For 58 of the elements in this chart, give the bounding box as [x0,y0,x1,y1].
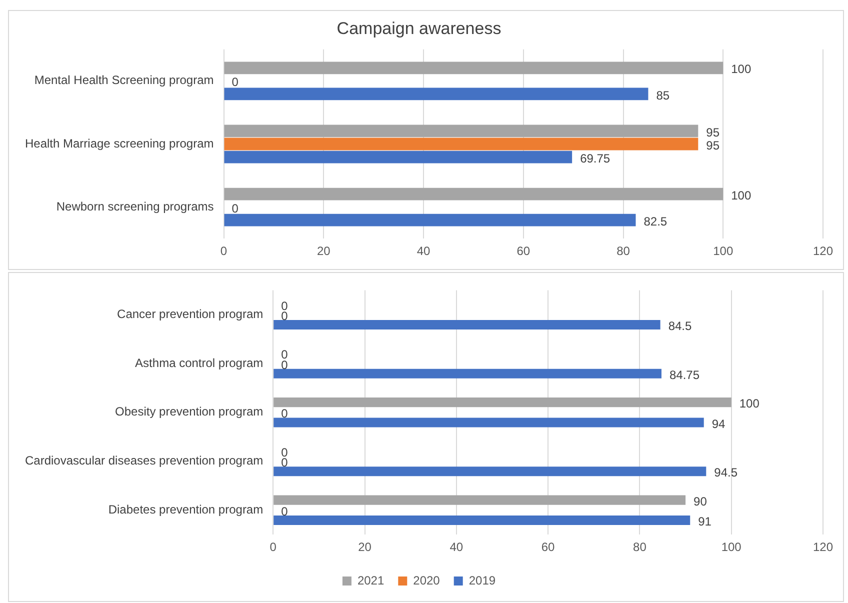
data-label: 69.75 [580,151,610,166]
bar [274,495,686,505]
legend-label: 2020 [413,573,440,588]
y-tick-label: Mental Health Screening program [34,73,214,88]
data-label: 85 [656,88,670,102]
bar [274,418,704,428]
bar [224,124,698,138]
data-label: 91 [698,514,712,529]
data-label: 0 [281,406,288,421]
x-tick-label: 100 [713,244,734,258]
y-tick-label: Cancer prevention program [117,306,264,321]
data-label: 84.5 [668,319,692,334]
x-tick-label: 0 [220,244,228,258]
data-label: 100 [731,62,752,76]
bar [224,138,698,150]
bar [274,368,662,378]
x-tick-label: 120 [812,244,834,258]
bar [224,214,636,226]
legend-label: 2021 [357,573,384,588]
bar [224,150,572,164]
data-label: 100 [731,188,752,202]
x-tick-label: 40 [450,540,464,554]
bar [224,188,724,200]
y-tick-label: Asthma control program [135,356,264,370]
x-tick-label: 20 [316,244,331,258]
data-label: 100 [739,396,760,411]
data-label: 0 [232,201,239,216]
bar [274,398,732,408]
x-tick-label: 20 [358,540,372,554]
bar [274,466,706,476]
bar [274,320,660,330]
data-label: 82.5 [644,214,668,228]
y-tick-label: Cardiovascular diseases prevention program [24,454,264,468]
data-label: 0 [232,75,239,90]
y-tick-label: Health Marriage screening program [24,136,214,150]
data-label: 94 [712,416,726,431]
data-label: 95 [706,125,720,140]
y-tick-label: Obesity prevention program [115,404,264,419]
bar [224,62,724,74]
y-tick-label: Newborn screening programs [56,199,214,214]
chart-title: Campaign awareness [336,18,502,38]
bar [224,88,648,100]
data-label: 84.75 [669,368,700,382]
data-label: 95 [706,138,720,152]
legend-label: 2019 [468,573,496,588]
x-tick-label: 60 [516,244,530,258]
bar [274,515,690,526]
x-tick-label: 40 [416,244,430,258]
x-tick-label: 60 [541,540,556,554]
x-tick-label: 0 [270,540,277,554]
x-tick-label: 80 [633,540,647,554]
data-label: 94.5 [714,466,738,480]
y-tick-label: Diabetes prevention program [108,502,264,516]
x-tick-label: 80 [616,244,630,258]
x-tick-label: 120 [812,540,834,554]
data-label: 90 [694,494,708,508]
data-label: 0 [281,504,288,518]
x-tick-label: 100 [721,540,742,554]
